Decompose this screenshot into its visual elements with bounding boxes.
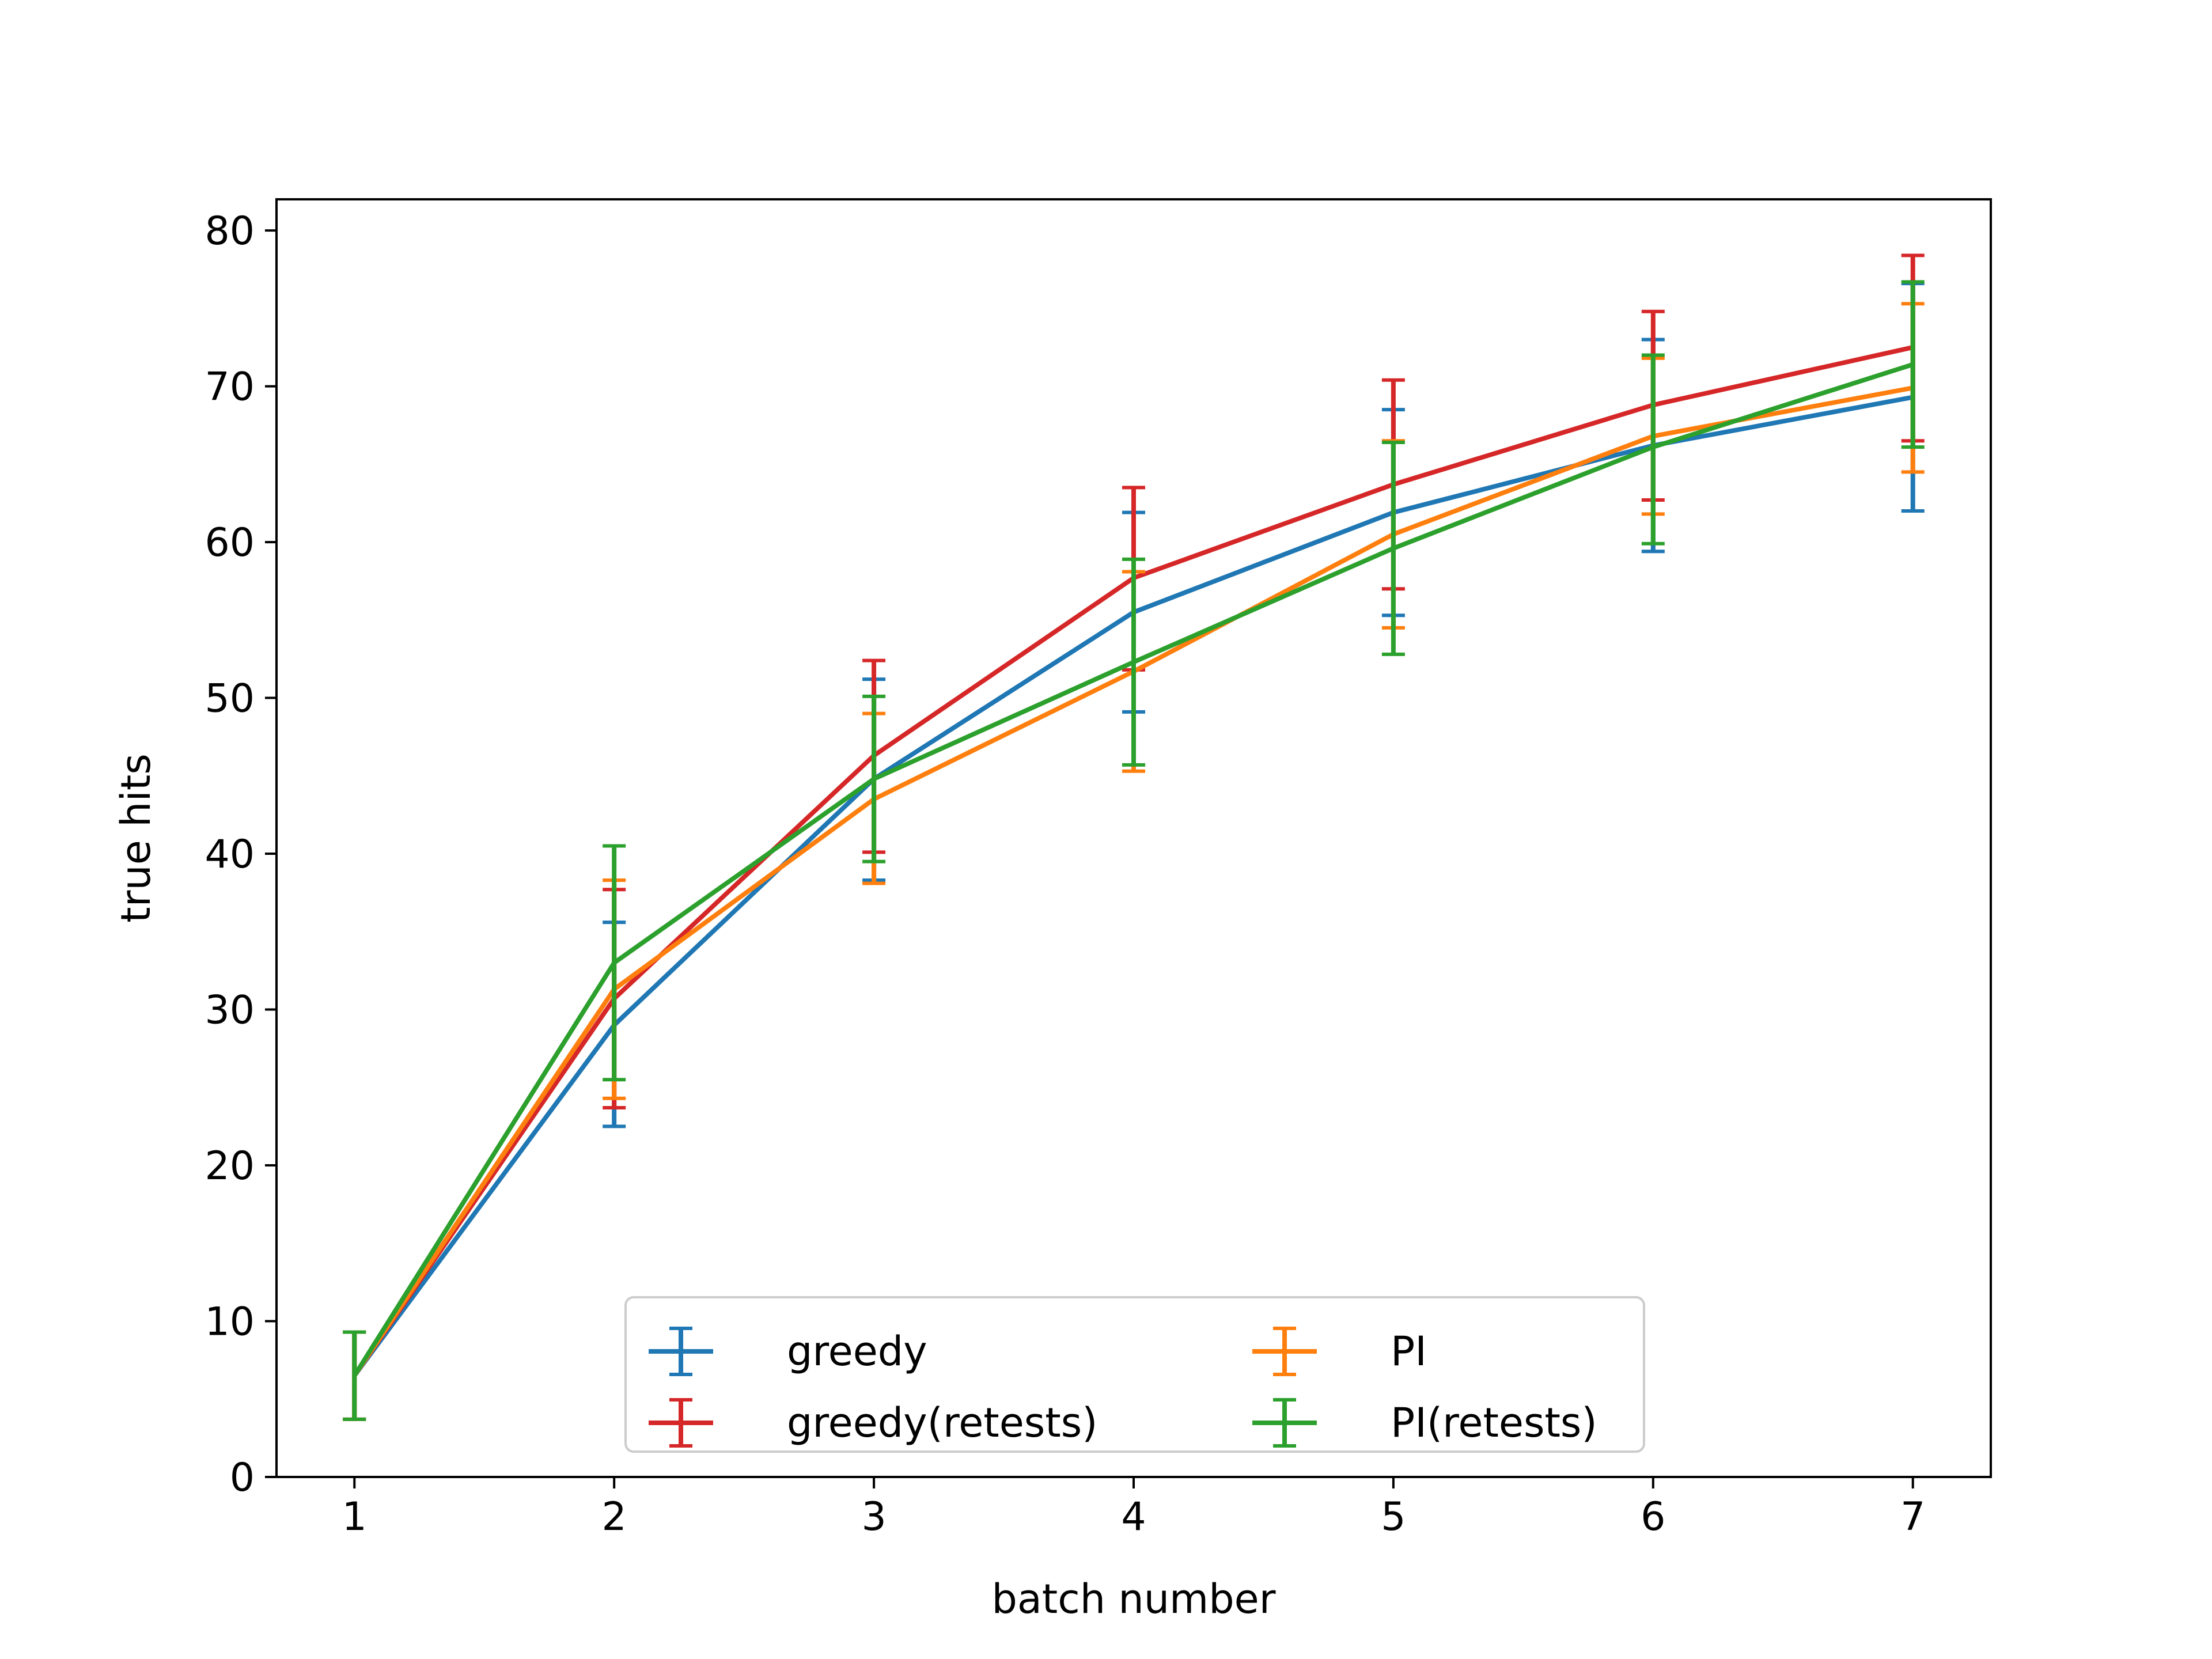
- x-tick-label: 6: [1641, 1494, 1665, 1540]
- y-axis: 0 10 20 30 40 50 60 70 80: [204, 209, 276, 1501]
- error-bar: [1901, 280, 1925, 449]
- legend: greedy greedy(retests) PI PI(retests): [624, 1296, 1645, 1453]
- legend-frame: [624, 1296, 1645, 1453]
- error-bar: [1641, 353, 1665, 546]
- error-bar: [343, 1330, 366, 1421]
- x-tick-label: 5: [1381, 1494, 1406, 1540]
- legend-label: greedy(retests): [787, 1399, 1098, 1446]
- y-tick-label: 80: [204, 209, 255, 254]
- legend-entry: PI: [1252, 1327, 1427, 1376]
- y-axis-label: true hits: [112, 753, 160, 923]
- error-bar: [1122, 557, 1145, 767]
- legend-label: PI(retests): [1391, 1399, 1597, 1446]
- legend-entry: greedy: [649, 1327, 927, 1376]
- y-tick-label: 0: [230, 1455, 255, 1501]
- y-tick-label: 20: [204, 1143, 255, 1189]
- legend-label: PI: [1391, 1328, 1427, 1375]
- y-tick-label: 70: [204, 365, 255, 410]
- x-tick-label: 2: [602, 1494, 627, 1540]
- x-tick-label: 7: [1900, 1494, 1925, 1540]
- x-tick-label: 4: [1121, 1494, 1146, 1540]
- series-layer: [343, 253, 1925, 1421]
- y-tick-label: 30: [204, 988, 255, 1033]
- x-tick-label: 1: [342, 1494, 367, 1540]
- series-3: [343, 280, 1925, 1421]
- y-tick-label: 50: [204, 676, 255, 722]
- x-tick-label: 3: [861, 1494, 886, 1540]
- y-tick-label: 60: [204, 520, 255, 566]
- legend-entry: greedy(retests): [649, 1398, 1098, 1448]
- error-bar: [1381, 440, 1405, 656]
- x-axis-label: batch number: [991, 1575, 1275, 1623]
- legend-entry: PI(retests): [1252, 1398, 1597, 1448]
- error-bar: [603, 844, 626, 1082]
- y-tick-label: 10: [204, 1300, 255, 1345]
- x-axis: 1 2 3 4 5 6 7: [342, 1477, 1925, 1540]
- error-bar: [862, 694, 886, 863]
- y-tick-label: 40: [204, 832, 255, 877]
- legend-label: greedy: [787, 1328, 927, 1375]
